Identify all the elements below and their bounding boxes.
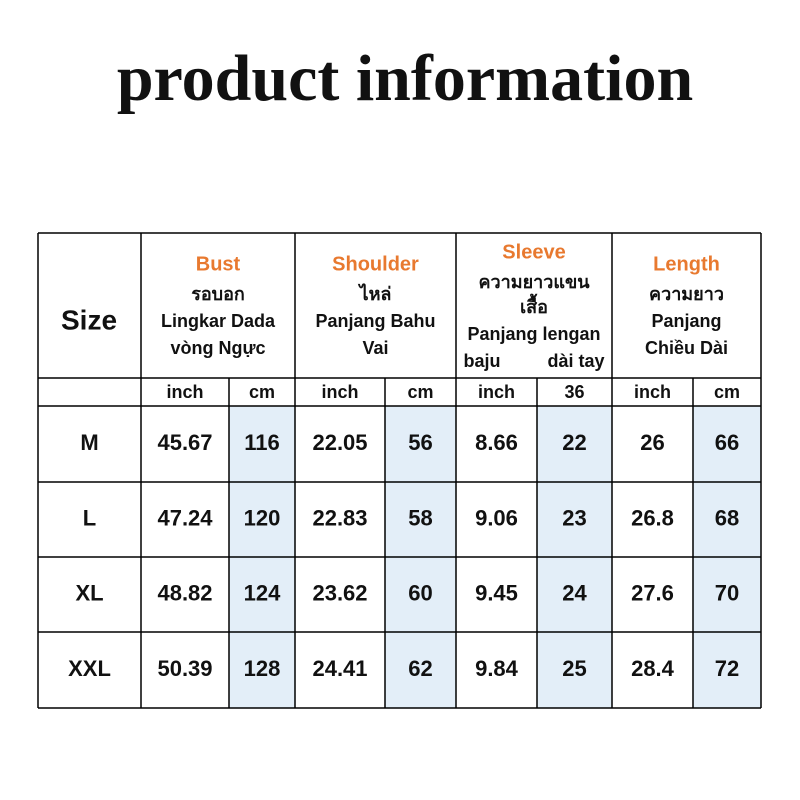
cell: 116 [244,430,280,455]
column-line: Panjang Bahu [315,311,435,331]
cell: 50.39 [157,656,212,681]
column-name: Bust [196,253,241,275]
cell: 26.8 [631,505,674,530]
cell: 47.24 [157,505,213,530]
cell: 9.84 [475,656,519,681]
cell: 58 [408,505,432,530]
cell: 60 [408,580,432,605]
column-line: ความยาวแขน [478,272,590,292]
cell: 72 [715,656,739,681]
column-line: รอบอก [191,284,245,304]
unit: inch [478,382,515,402]
cell: 120 [244,505,281,530]
cell: 24 [562,580,587,605]
cell: 28.4 [631,656,675,681]
cell: 62 [408,656,432,681]
cell: 23.62 [312,580,367,605]
column-line: dài tay [547,351,604,371]
unit: inch [321,382,358,402]
column-name: Shoulder [332,253,419,275]
cell: 22.05 [312,430,367,455]
column-name: Length [653,253,720,275]
cell: M [80,430,98,455]
column-line: ไหล่ [358,283,392,304]
cell: 22.83 [312,505,367,530]
cell: 9.45 [475,580,518,605]
column-line: Vai [362,338,388,358]
cell: 56 [408,430,432,455]
unit: cm [407,382,433,402]
cell: 22 [562,430,586,455]
size-label: Size [61,304,117,335]
cell: 27.6 [631,580,674,605]
unit: inch [634,382,671,402]
column-line: Chiều Dài [645,338,728,358]
cell: L [83,505,96,530]
column-line: เสื้อ [520,293,548,317]
cell: 25 [562,656,586,681]
unit: cm [249,382,275,402]
cell: 124 [244,580,281,605]
cell: 66 [715,430,739,455]
column-line: baju [463,351,500,371]
column-line: Panjang [651,311,721,331]
column-line: Lingkar Dada [161,311,276,331]
cell: XL [75,580,103,605]
column-name: Sleeve [502,241,565,263]
column-line: ความยาว [649,284,724,304]
column-line: Panjang lengan [467,324,600,344]
column-line: vòng Ngực [170,338,265,358]
title: product information [117,42,693,115]
unit: 36 [564,382,584,402]
cell: XXL [68,656,111,681]
cell: 45.67 [157,430,212,455]
cell: 8.66 [475,430,518,455]
cell: 9.06 [475,505,518,530]
unit: cm [714,382,740,402]
cell: 23 [562,505,586,530]
cell: 70 [715,580,739,605]
cell: 48.82 [157,580,212,605]
cell: 128 [244,656,281,681]
cell: 68 [715,505,739,530]
unit: inch [166,382,203,402]
cell: 26 [640,430,664,455]
cell: 24.41 [312,656,367,681]
